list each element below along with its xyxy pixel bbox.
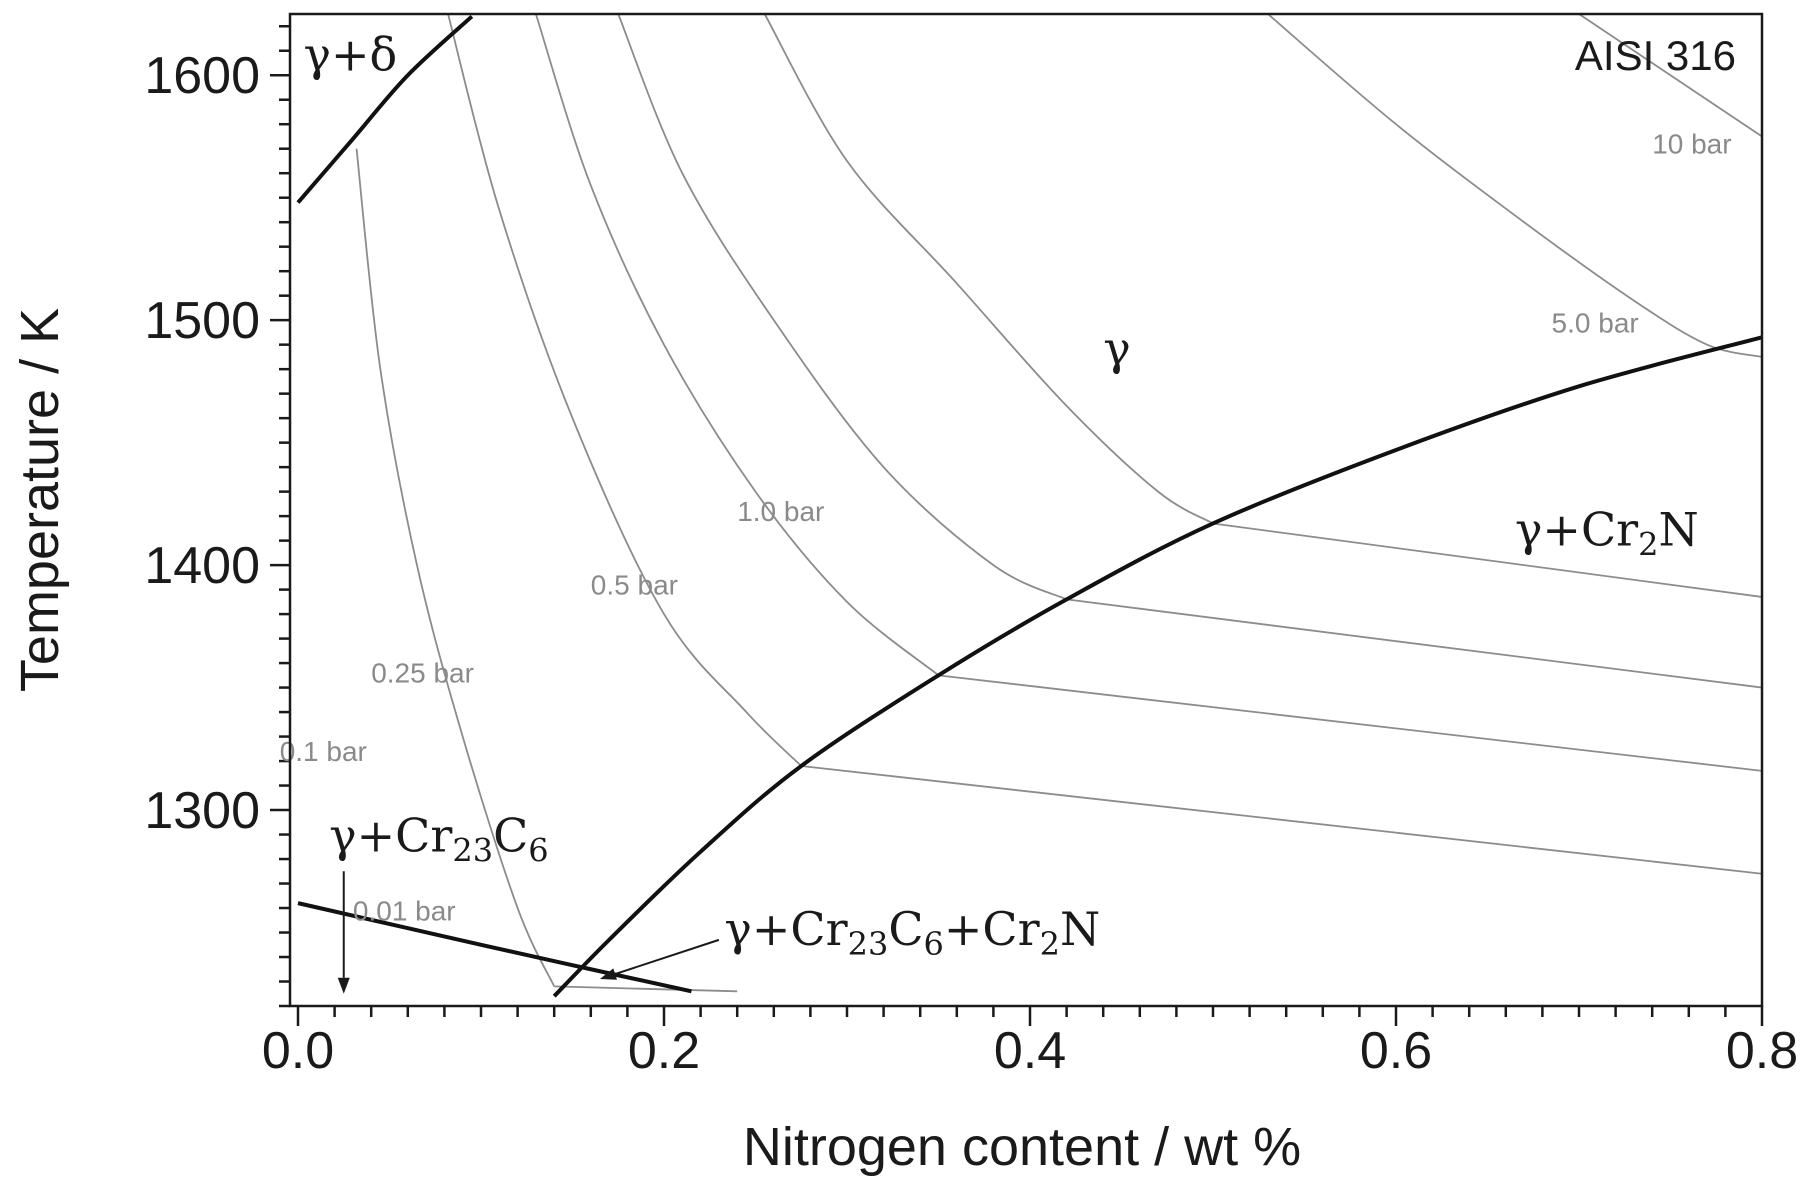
phase-label-gamma-cr23c6-cr2n: γ+Cr23C6+Cr2N bbox=[724, 902, 1100, 963]
phase-label-text: γ+Cr bbox=[329, 809, 452, 863]
phase-label-subscript: 23 bbox=[452, 832, 493, 870]
phase-label-text: C bbox=[888, 902, 923, 956]
isobar-line bbox=[617, 14, 1067, 601]
isobar-line bbox=[1578, 14, 1762, 138]
isobar-line bbox=[447, 14, 802, 767]
tick-marks bbox=[270, 24, 1764, 1026]
tie-line bbox=[1212, 522, 1762, 598]
phase-label-gamma-cr23c6: γ+Cr23C6 bbox=[329, 809, 549, 870]
isobar-label: 5.0 bar bbox=[1552, 307, 1639, 338]
isobar-label: 0.25 bar bbox=[371, 658, 474, 689]
tie-line bbox=[938, 674, 1762, 772]
three-phase-arrow-shaft bbox=[614, 938, 720, 975]
isobar-line bbox=[1267, 14, 1762, 358]
tick-labels: 0.0 0.2 0.4 0.6 0.8 1300 1400 1500 1600 bbox=[144, 47, 1798, 1080]
isobar-label: 1.0 bar bbox=[737, 496, 824, 527]
x-tick-label: 0.6 bbox=[1360, 1022, 1432, 1080]
phase-boundary-Cr2N-solvus bbox=[552, 335, 1762, 998]
phase-boundary-gamma-delta bbox=[296, 14, 474, 204]
phase-label-subscript: 2 bbox=[1040, 925, 1060, 963]
isobar-line bbox=[535, 14, 940, 677]
phase-label-text: +Cr bbox=[944, 902, 1040, 956]
isobar-label: 0.5 bar bbox=[591, 570, 678, 601]
tie-line bbox=[1066, 598, 1762, 689]
plot-frame bbox=[288, 12, 1764, 1008]
tie-line bbox=[801, 765, 1762, 875]
phase-label-text: N bbox=[1659, 503, 1699, 557]
phase-label-gamma-cr2n: γ+Cr2N bbox=[1515, 503, 1699, 564]
y-tick-label: 1300 bbox=[144, 782, 260, 840]
phase-label-subscript: 2 bbox=[1638, 526, 1658, 564]
curves-layer bbox=[296, 14, 1762, 998]
phase-label-text: γ bbox=[1103, 321, 1131, 375]
x-tick-label: 0.4 bbox=[994, 1022, 1066, 1080]
isobar-label: 0.01 bar bbox=[353, 895, 456, 926]
y-tick-label: 1400 bbox=[144, 537, 260, 595]
y-axis-title: Temperature / K bbox=[10, 308, 70, 692]
tie-line bbox=[554, 985, 738, 993]
isobar-line bbox=[355, 148, 556, 987]
isobar-label: 10 bar bbox=[1652, 129, 1731, 160]
phase-label-text: C bbox=[493, 809, 528, 863]
x-tick-label: 0.0 bbox=[262, 1022, 334, 1080]
corner-label: AISI 316 bbox=[1575, 32, 1736, 79]
phase-label-gamma: γ bbox=[1103, 321, 1131, 375]
x-tick-label: 0.2 bbox=[628, 1022, 700, 1080]
phase-label-text: N bbox=[1060, 902, 1100, 956]
phase-label-subscript: 6 bbox=[528, 832, 548, 870]
x-axis-title: Nitrogen content / wt % bbox=[743, 1117, 1301, 1177]
phase-label-subscript: 6 bbox=[924, 925, 944, 963]
phase-label-subscript: 23 bbox=[848, 925, 889, 963]
phase-label-text: γ+Cr bbox=[724, 902, 847, 956]
phase-label-text: γ+Cr bbox=[1515, 503, 1638, 557]
isobar-labels: 0.01 bar 0.1 bar 0.25 bar 0.5 bar 1.0 bar 5.0… bbox=[280, 129, 1732, 927]
y-tick-label: 1600 bbox=[144, 47, 260, 105]
gamma-Cr23C6-arrow-head bbox=[337, 977, 350, 994]
phase-label-gamma-delta: γ+δ bbox=[303, 27, 397, 81]
phase-label-text: γ+δ bbox=[303, 27, 397, 81]
three-phase-arrow-head bbox=[599, 968, 618, 980]
isobar-label: 0.1 bar bbox=[280, 736, 367, 767]
x-tick-label: 0.8 bbox=[1726, 1022, 1798, 1080]
phase-boundary-Cr23C6-solvus bbox=[297, 901, 692, 994]
isobar-line bbox=[763, 14, 1214, 525]
y-tick-label: 1500 bbox=[144, 292, 260, 350]
